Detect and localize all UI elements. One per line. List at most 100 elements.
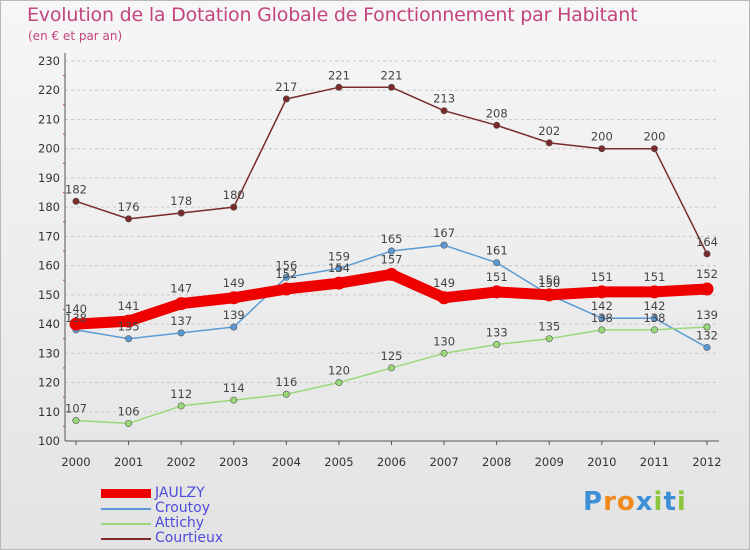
x-tick-label: 2010: [587, 455, 616, 469]
data-label-croutoy: 137: [170, 314, 192, 328]
data-point-croutoy: [703, 343, 711, 351]
data-point-attichy: [230, 396, 238, 404]
y-tick-label: 230: [38, 54, 60, 68]
data-label-jaulzy: 152: [696, 267, 718, 281]
data-label-attichy: 125: [381, 349, 403, 363]
data-point-croutoy: [493, 259, 501, 267]
data-point-courtieux: [125, 215, 133, 223]
data-label-jaulzy: 141: [118, 299, 140, 313]
proxiti-logo: Proxiti: [583, 487, 687, 517]
data-point-courtieux: [598, 145, 606, 153]
data-label-courtieux: 217: [275, 80, 297, 94]
data-label-croutoy: 165: [381, 232, 403, 246]
data-point-courtieux: [440, 107, 448, 115]
chart-title: Evolution de la Dotation Globale de Fonc…: [27, 4, 638, 26]
data-label-jaulzy: 154: [328, 261, 350, 275]
logo-letter: x: [635, 487, 654, 517]
data-point-courtieux: [650, 145, 658, 153]
data-point-attichy: [703, 323, 711, 331]
x-tick-label: 2011: [640, 455, 669, 469]
data-label-courtieux: 178: [170, 194, 192, 208]
data-label-courtieux: 221: [381, 68, 403, 82]
data-label-croutoy: 132: [696, 328, 718, 342]
data-point-jaulzy: [700, 282, 714, 296]
data-point-attichy: [282, 390, 290, 398]
legend-swatch: [101, 537, 151, 540]
y-tick-label: 200: [38, 142, 60, 156]
data-point-jaulzy: [647, 285, 661, 299]
data-label-courtieux: 200: [643, 130, 665, 144]
data-label-attichy: 139: [696, 308, 718, 322]
data-label-courtieux: 182: [65, 182, 87, 196]
data-point-attichy: [598, 326, 606, 334]
data-point-croutoy: [125, 335, 133, 343]
data-label-jaulzy: 152: [275, 267, 297, 281]
data-label-croutoy: 139: [223, 308, 245, 322]
data-point-croutoy: [177, 329, 185, 337]
y-tick-label: 180: [38, 200, 60, 214]
data-point-jaulzy: [122, 314, 136, 328]
data-point-attichy: [125, 419, 133, 427]
x-tick-label: 2005: [324, 455, 353, 469]
data-label-croutoy: 142: [643, 299, 665, 313]
data-point-jaulzy: [227, 291, 241, 305]
legend-item-jaulzy: JAULZY: [101, 486, 205, 501]
data-label-croutoy: 135: [118, 320, 140, 334]
legend-label: JAULZY: [155, 485, 205, 501]
series-lines: [69, 83, 714, 427]
y-tick-label: 210: [38, 112, 60, 126]
data-point-attichy: [335, 379, 343, 387]
data-point-jaulzy: [69, 317, 83, 331]
y-tick-label: 220: [38, 83, 60, 97]
data-label-attichy: 107: [65, 402, 87, 416]
data-point-attichy: [650, 326, 658, 334]
data-label-courtieux: 200: [591, 130, 613, 144]
data-labels: 182 176 178 180 217 221 221 213 208 202 200 200 164 1…: [65, 68, 718, 418]
data-point-attichy: [72, 417, 80, 425]
x-tick-label: 2000: [61, 455, 90, 469]
data-label-jaulzy: 151: [643, 270, 665, 284]
data-point-jaulzy: [490, 285, 504, 299]
x-tick-label: 2004: [272, 455, 301, 469]
data-point-courtieux: [703, 250, 711, 258]
y-tick-label: 130: [38, 346, 60, 360]
logo-letter: r: [603, 487, 617, 517]
data-point-croutoy: [598, 314, 606, 322]
legend-swatch: [101, 522, 151, 525]
data-label-jaulzy: 149: [223, 276, 245, 290]
data-point-attichy: [545, 335, 553, 343]
y-tick-label: 160: [38, 259, 60, 273]
data-point-jaulzy: [174, 297, 188, 311]
data-label-attichy: 106: [118, 404, 140, 418]
data-label-attichy: 120: [328, 364, 350, 378]
data-label-courtieux: 213: [433, 92, 455, 106]
data-point-courtieux: [493, 121, 501, 129]
legend-label: Courtieux: [155, 530, 224, 546]
y-tick-label: 110: [38, 405, 60, 419]
data-label-attichy: 112: [170, 387, 192, 401]
legend-swatch: [101, 507, 151, 510]
data-label-courtieux: 164: [696, 235, 718, 249]
logo-letter: i: [653, 487, 664, 517]
x-tick-label: 2003: [219, 455, 248, 469]
y-tick-label: 100: [38, 434, 60, 448]
data-point-attichy: [493, 341, 501, 349]
x-tick-label: 2007: [429, 455, 458, 469]
series-line-attichy: [75, 326, 708, 425]
data-label-attichy: 135: [538, 320, 560, 334]
data-label-attichy: 138: [643, 311, 665, 325]
legend-item-croutoy: Croutoy: [101, 501, 210, 516]
data-label-jaulzy: 147: [170, 282, 192, 296]
data-point-courtieux: [335, 83, 343, 91]
legend-label: Attichy: [155, 515, 205, 531]
series-line-courtieux: [75, 86, 708, 255]
data-label-croutoy: 150: [538, 276, 560, 290]
data-label-jaulzy: 157: [381, 252, 403, 266]
data-label-jaulzy: 149: [433, 276, 455, 290]
logo-letter: t: [663, 487, 677, 517]
x-tick-label: 2001: [114, 455, 143, 469]
data-label-courtieux: 208: [486, 106, 508, 120]
legend-item-courtieux: Courtieux: [101, 531, 223, 546]
data-label-attichy: 114: [223, 381, 245, 395]
